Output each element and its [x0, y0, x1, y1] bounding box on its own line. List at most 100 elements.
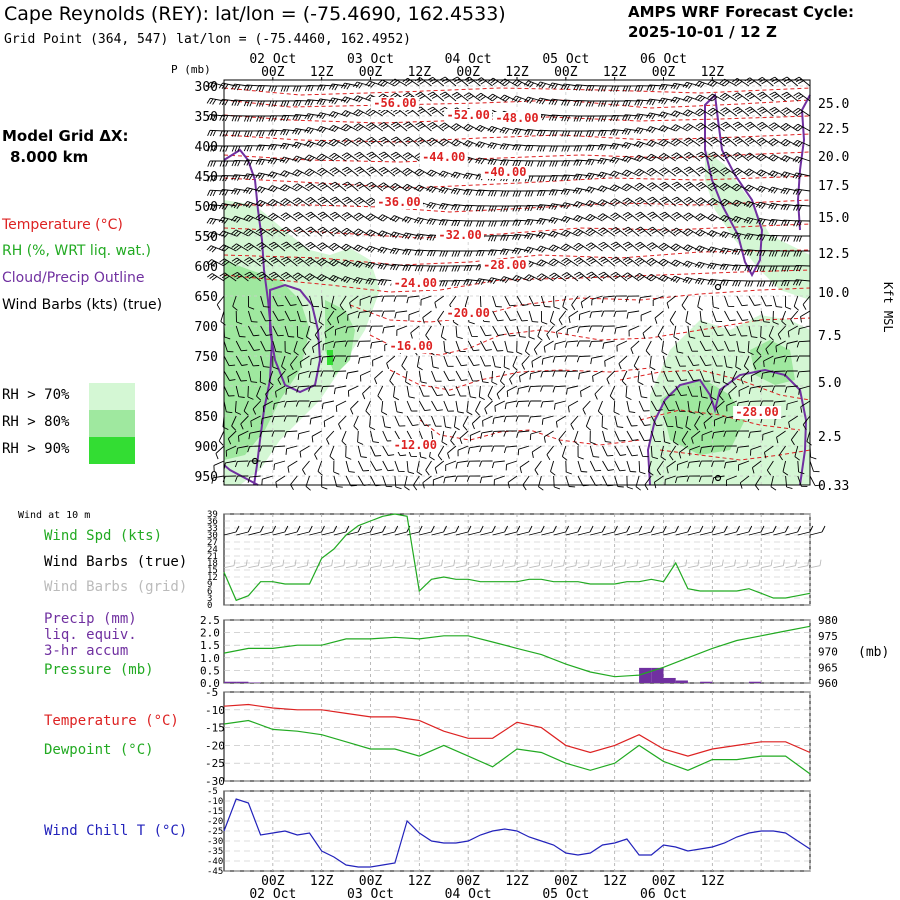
wind-barb	[675, 355, 686, 367]
wind-barb	[736, 525, 753, 536]
legend-temperature: Temperature (°C)	[2, 217, 123, 233]
wind-barb	[622, 114, 640, 121]
wind-barb	[711, 460, 725, 467]
wind-barb	[328, 97, 347, 105]
pressure-tick: 300	[195, 80, 218, 95]
wind-barb	[317, 226, 335, 237]
wind-barb	[248, 430, 261, 440]
wind-barb	[777, 325, 786, 340]
wind-barb	[546, 325, 554, 341]
wind-barb	[797, 460, 805, 475]
wind-barb	[786, 400, 798, 411]
wind-barb	[256, 85, 273, 92]
pressure-axis-title: P (mb)	[171, 63, 211, 76]
wind-barb	[720, 107, 738, 117]
wind-barb	[708, 166, 725, 177]
wind-barb	[529, 559, 541, 569]
wind-barb	[499, 78, 518, 87]
wind-barb	[243, 173, 261, 181]
wind-barb	[573, 159, 591, 166]
wind-barb	[260, 525, 277, 536]
wind-barb	[633, 127, 652, 135]
wind-barb	[568, 310, 579, 323]
wind-barb	[572, 214, 591, 223]
wind-barb	[635, 226, 652, 237]
wind-barb	[259, 430, 273, 438]
wind-barb	[651, 525, 667, 536]
wind-barb	[463, 204, 481, 212]
wind-barb	[528, 385, 542, 393]
wind-barb	[638, 460, 646, 475]
wind-barb	[492, 525, 508, 536]
wind-barb	[546, 445, 554, 461]
wind-barb	[418, 400, 431, 412]
wind-barb	[573, 84, 591, 91]
wind-barb	[426, 169, 444, 177]
wind-barb	[314, 445, 323, 460]
wind-barb	[415, 137, 432, 147]
wind-barb	[633, 355, 640, 371]
wind-barb	[625, 295, 640, 303]
wind-barb	[492, 310, 504, 322]
wind-barb	[345, 559, 358, 569]
wind-barb	[707, 198, 725, 207]
wind-barb	[414, 265, 432, 272]
wind-barb	[762, 430, 774, 441]
wind-barb	[614, 415, 624, 428]
wind-barb	[219, 145, 237, 152]
wind-barb	[273, 460, 286, 471]
wind-barbs-grid	[223, 559, 822, 569]
wind-barb	[324, 325, 335, 339]
wind-barb	[255, 144, 273, 151]
wind-barb	[296, 325, 304, 340]
wind-barb	[782, 460, 789, 476]
wind-barb	[462, 140, 481, 148]
wind-barb	[494, 400, 505, 412]
wind-barb	[475, 278, 493, 285]
temperature-tick: -30	[205, 775, 225, 788]
temperature-label-bg	[480, 166, 529, 179]
wind-barb	[597, 171, 615, 179]
wind-barb	[543, 340, 554, 353]
wind-barb	[443, 385, 456, 397]
wind-barb	[443, 355, 454, 367]
wind-barb	[414, 77, 432, 87]
wind-barb	[492, 355, 502, 369]
wind-barb	[772, 310, 779, 325]
pressure-tick: 700	[195, 320, 218, 335]
wind-barb	[744, 137, 762, 147]
precip-accum-label: 3-hr accum	[44, 643, 129, 659]
wind-barb	[613, 295, 627, 302]
wind-barb	[780, 171, 798, 179]
wind-barb	[358, 559, 370, 569]
wind-barb	[284, 295, 297, 306]
wind-barb	[475, 141, 493, 149]
wind-barb	[296, 310, 307, 323]
wind-barb	[496, 385, 506, 400]
wind-barb	[797, 525, 814, 536]
temperature-contour	[223, 87, 811, 96]
wind-barb	[610, 256, 628, 267]
wind-barb	[476, 77, 493, 87]
wind-barb	[220, 310, 226, 326]
precip-tick: 1.0	[200, 652, 220, 665]
wind-barb	[646, 126, 664, 134]
wind-barb	[267, 143, 286, 151]
wind-barb	[463, 172, 481, 180]
wind-barb	[272, 340, 282, 353]
wind-barb	[666, 295, 676, 309]
wind-barb	[659, 167, 676, 177]
temperature-contour-label: -28.00	[483, 258, 526, 272]
wind-barb	[467, 370, 479, 382]
wind-barb	[312, 340, 322, 353]
wind-tick: 24	[207, 545, 218, 555]
wind-barb	[577, 460, 588, 473]
wind-barb	[633, 140, 652, 149]
wind-barb	[405, 370, 411, 386]
wind-barb	[719, 231, 737, 239]
wind-barb	[262, 400, 274, 413]
page-title: Cape Reynolds (REY): lat/lon = (-75.4690…	[4, 3, 506, 25]
wind-barb	[683, 137, 701, 147]
wind-barb	[711, 340, 724, 352]
wind-barb	[694, 245, 713, 253]
